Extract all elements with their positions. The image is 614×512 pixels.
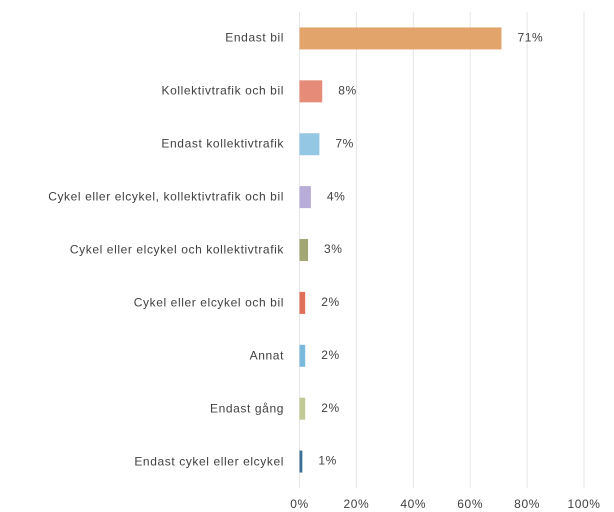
bar [299, 186, 311, 209]
category-label: Endast cykel eller elcykel [134, 454, 284, 469]
bar [299, 344, 306, 367]
bar [299, 397, 306, 420]
x-tick-label: 20% [343, 497, 369, 511]
bar [299, 239, 309, 261]
category-label: Cykel eller elcykel och kollektivtrafik [69, 242, 284, 257]
category-label: Annat [249, 348, 284, 363]
value-label: 2% [321, 295, 340, 309]
category-label: Cykel eller elcykel och bil [133, 295, 284, 310]
value-label: 2% [321, 401, 340, 415]
value-label: 7% [335, 136, 354, 150]
x-tick-label: 40% [400, 497, 426, 511]
value-label: 2% [321, 348, 340, 362]
bar [299, 27, 502, 50]
x-tick-label: 0% [290, 497, 309, 511]
x-tick-label: 60% [457, 497, 483, 511]
bar [299, 133, 320, 156]
category-label: Endast gång [210, 401, 284, 416]
x-tick-label: 100% [567, 497, 600, 511]
category-label: Cykel eller elcykel, kollektivtrafik och… [48, 189, 284, 204]
category-label: Kollektivtrafik och bil [161, 83, 284, 98]
value-label: 4% [327, 189, 346, 203]
category-label: Endast bil [225, 30, 284, 45]
bar [299, 291, 306, 314]
bar [299, 80, 323, 103]
category-label: Endast kollektivtrafik [161, 136, 284, 151]
value-label: 1% [318, 454, 337, 468]
value-label: 3% [324, 242, 343, 256]
bar [299, 450, 303, 473]
x-tick-label: 80% [514, 497, 540, 511]
value-label: 8% [338, 84, 357, 98]
value-label: 71% [517, 31, 543, 45]
